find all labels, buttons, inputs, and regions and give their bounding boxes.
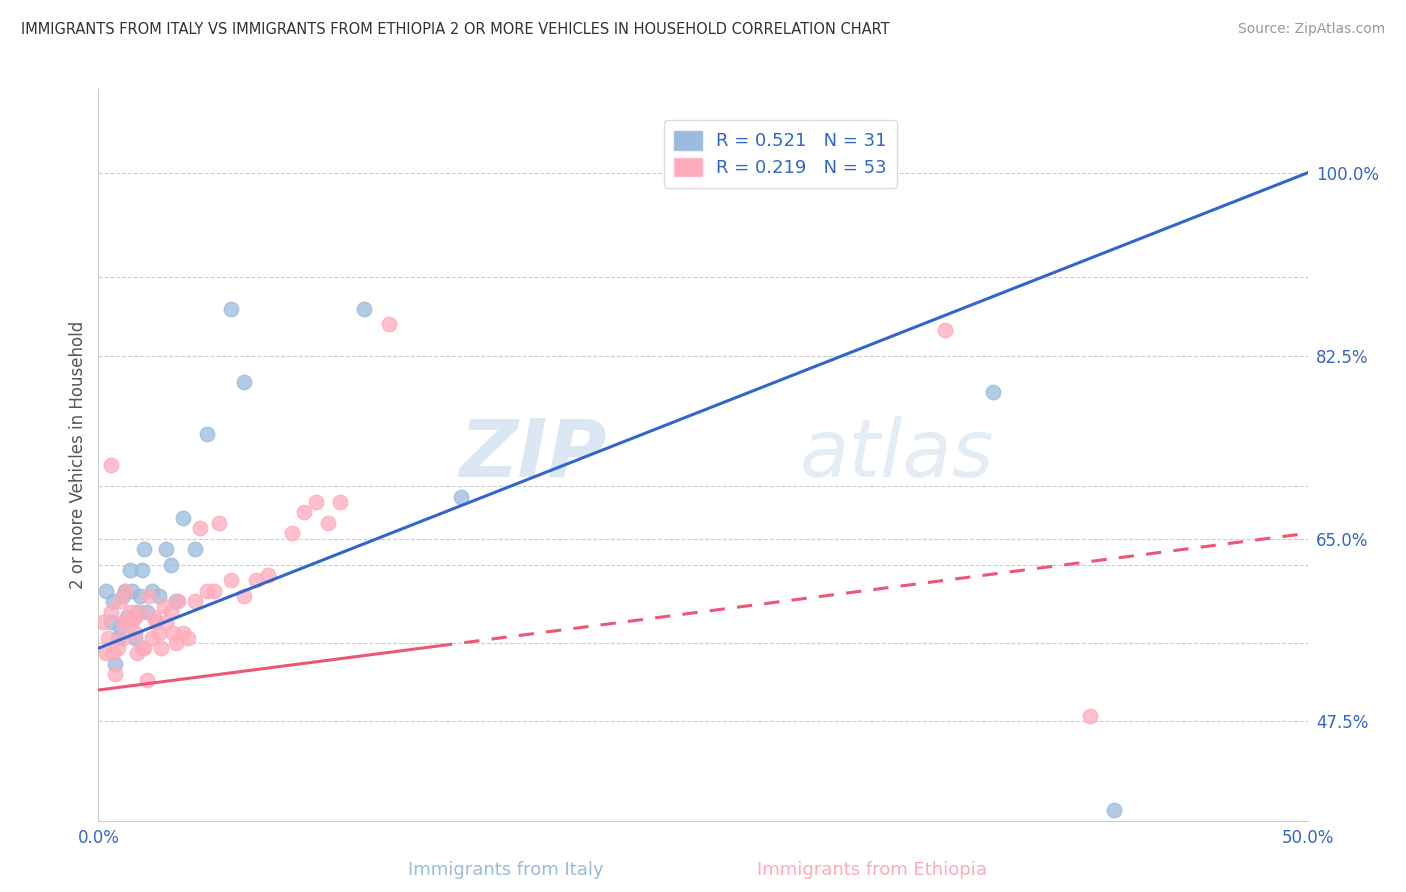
Point — [1078, 709, 1101, 723]
Point — [1102, 803, 1125, 817]
Point — [91, 615, 114, 629]
Point — [143, 610, 166, 624]
Text: Immigrants from Ethiopia: Immigrants from Ethiopia — [756, 861, 987, 879]
Point — [160, 605, 183, 619]
Point — [150, 641, 173, 656]
Point — [127, 647, 149, 661]
Point — [177, 631, 200, 645]
Point — [101, 594, 124, 608]
Point — [97, 631, 120, 645]
Point — [329, 495, 352, 509]
Point — [184, 541, 207, 556]
Point — [141, 583, 163, 598]
Point — [160, 558, 183, 572]
Point — [128, 605, 150, 619]
Text: IMMIGRANTS FROM ITALY VS IMMIGRANTS FROM ETHIOPIA 2 OR MORE VEHICLES IN HOUSEHOL: IMMIGRANTS FROM ITALY VS IMMIGRANTS FROM… — [21, 22, 890, 37]
Point — [135, 673, 157, 687]
Point — [184, 594, 207, 608]
Point — [172, 625, 194, 640]
Point — [131, 563, 153, 577]
Point — [131, 641, 153, 656]
Point — [165, 594, 187, 608]
Point — [111, 631, 134, 645]
Point — [162, 625, 184, 640]
Point — [221, 301, 243, 316]
Point — [101, 647, 124, 661]
Point — [281, 526, 304, 541]
Point — [134, 641, 156, 656]
Point — [107, 631, 129, 645]
Point — [221, 574, 243, 588]
Point — [155, 541, 177, 556]
Point — [117, 610, 139, 624]
Point — [114, 583, 136, 598]
Point — [148, 589, 170, 603]
Point — [981, 385, 1004, 400]
Point — [104, 657, 127, 671]
Point — [208, 516, 231, 530]
Point — [127, 605, 149, 619]
Point — [172, 510, 194, 524]
Point — [165, 636, 187, 650]
Point — [353, 301, 375, 316]
Point — [111, 589, 134, 603]
Text: atlas: atlas — [800, 416, 994, 494]
Point — [118, 605, 141, 619]
Point — [188, 521, 211, 535]
Point — [94, 583, 117, 598]
Point — [104, 667, 127, 681]
Point — [111, 615, 134, 629]
Point — [305, 495, 328, 509]
Point — [117, 615, 139, 629]
Point — [934, 322, 956, 336]
Point — [152, 599, 174, 614]
Point — [94, 647, 117, 661]
Point — [141, 631, 163, 645]
Point — [100, 615, 122, 629]
Point — [145, 615, 167, 629]
Text: ZIP: ZIP — [458, 416, 606, 494]
Point — [256, 568, 278, 582]
Point — [195, 427, 218, 442]
Point — [450, 490, 472, 504]
Text: Source: ZipAtlas.com: Source: ZipAtlas.com — [1237, 22, 1385, 37]
Point — [134, 541, 156, 556]
Text: Immigrants from Italy: Immigrants from Italy — [408, 861, 605, 879]
Point — [107, 641, 129, 656]
Point — [124, 610, 146, 624]
Point — [108, 594, 131, 608]
Point — [204, 583, 226, 598]
Point — [121, 583, 143, 598]
Point — [148, 625, 170, 640]
Y-axis label: 2 or more Vehicles in Household: 2 or more Vehicles in Household — [69, 321, 87, 589]
Point — [100, 458, 122, 473]
Point — [114, 583, 136, 598]
Point — [118, 563, 141, 577]
Point — [128, 589, 150, 603]
Point — [138, 589, 160, 603]
Point — [155, 615, 177, 629]
Point — [135, 605, 157, 619]
Point — [124, 625, 146, 640]
Point — [108, 620, 131, 634]
Point — [245, 574, 267, 588]
Point — [167, 594, 190, 608]
Point — [377, 318, 399, 332]
Point — [316, 516, 339, 530]
Point — [292, 505, 315, 519]
Point — [100, 605, 122, 619]
Point — [232, 589, 254, 603]
Point — [121, 615, 143, 629]
Legend: R = 0.521   N = 31, R = 0.219   N = 53: R = 0.521 N = 31, R = 0.219 N = 53 — [664, 120, 897, 187]
Point — [232, 375, 254, 389]
Point — [124, 631, 146, 645]
Point — [195, 583, 218, 598]
